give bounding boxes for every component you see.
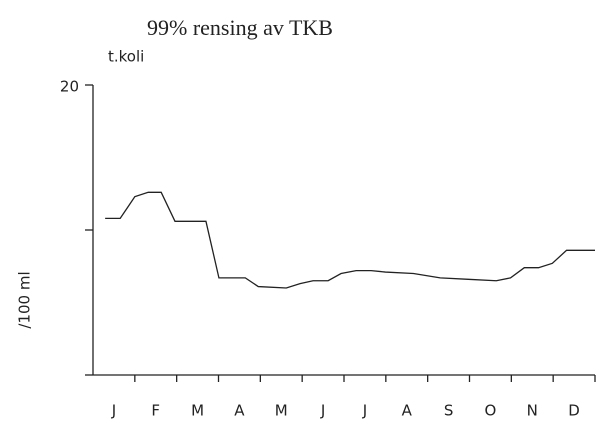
x-tick-label: F (151, 402, 160, 420)
x-tick-label: O (485, 402, 497, 420)
x-tick-label: M (275, 402, 288, 420)
x-tick-label: D (568, 402, 580, 420)
x-tick-label: J (111, 402, 116, 420)
x-tick-label: A (402, 402, 413, 420)
x-tick-label: M (191, 402, 204, 420)
y-axis-label: /100 ml (16, 271, 34, 328)
x-tick-label: A (234, 402, 245, 420)
unit-label: t.koli (108, 48, 144, 66)
y-tick-label: 20 (60, 78, 79, 96)
x-tick-label: S (444, 402, 454, 420)
x-tick-label: N (527, 402, 538, 420)
x-tick-label: J (320, 402, 325, 420)
chart-title: 99% rensing av TKB (147, 15, 333, 40)
data-line (105, 191, 595, 289)
x-tick-label: J (362, 402, 367, 420)
